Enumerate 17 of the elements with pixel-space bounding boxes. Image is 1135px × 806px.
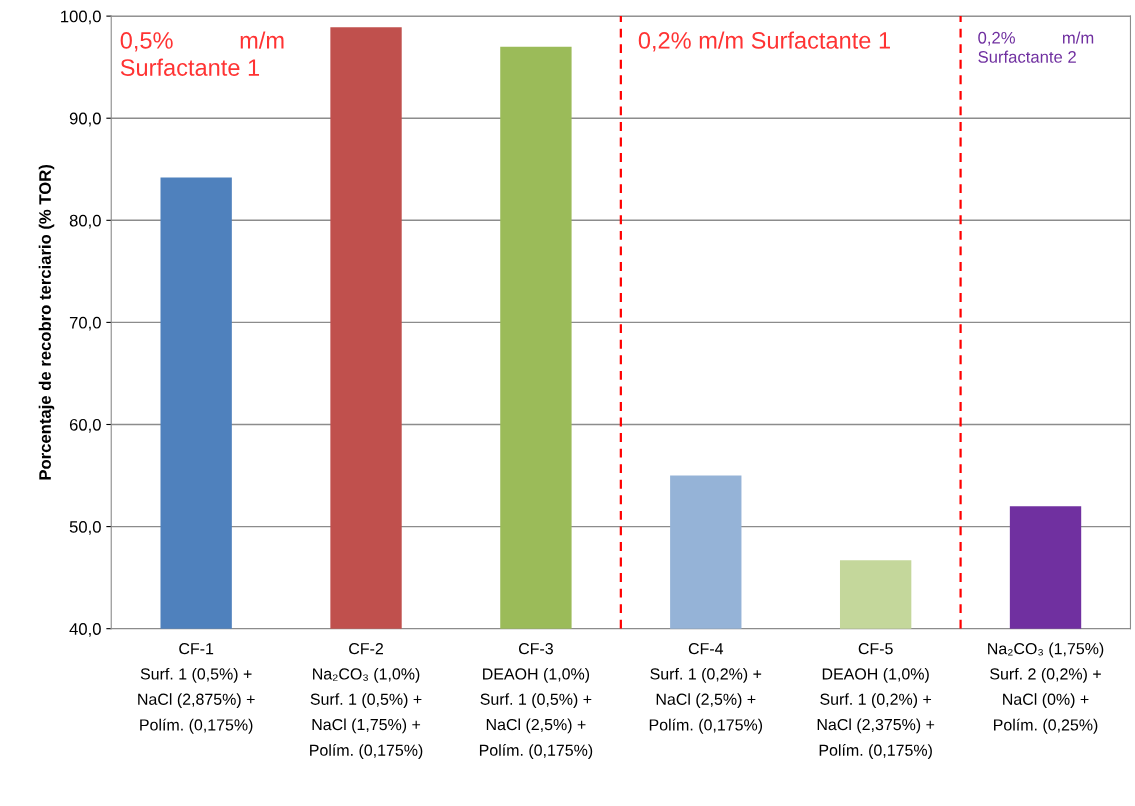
x-tick-label: CF-3 DEAOH (1,0%) Surf. 1 (0,5%) + NaCl (2,5%) + Polím. (0,175%) <box>479 642 593 760</box>
y-tick-label: 60,0 <box>69 418 101 433</box>
y-tick-label: 40,0 <box>69 623 101 637</box>
y-tick-label: 100,0 <box>61 10 101 25</box>
y-axis-title: Porcentaje de recobro terciario (% TOR) <box>38 164 55 480</box>
annotation: 0,5% m/m Surfactante 1 <box>120 31 284 76</box>
x-tick-label: CF-5 DEAOH (1,0%) Surf. 1 (0,2%) + NaCl (2,375%) + Polím. (0,175%) <box>817 642 935 760</box>
x-tick-label: CF-1 Surf. 1 (0,5%) + NaCl (2,875%) + Polím. (0,175%) <box>138 642 255 734</box>
y-tick-label: 50,0 <box>69 520 101 535</box>
annotation: 0,2% m/m Surfactante 2 <box>978 31 1094 63</box>
x-tick-label: CF-2 Na₂CO₃ (1,0%) Surf. 1 (0,5%) + NaCl (1,75%) + Polím. (0,175%) <box>310 642 423 760</box>
y-tick-label: 80,0 <box>69 214 101 229</box>
x-tick-label: CF-4 Surf. 1 (0,2%) + NaCl (2,5%) + Polím. (0,175%) <box>649 642 763 734</box>
x-tick-label: Na₂CO₃ (1,75%) Surf. 2 (0,2%) + NaCl (0%) + Polím. (0,25%) <box>988 642 1104 734</box>
y-tick-label: 70,0 <box>69 316 101 331</box>
y-tick-label: 90,0 <box>69 112 101 127</box>
annotation: 0,2% m/m Surfactante 1 <box>638 31 890 52</box>
